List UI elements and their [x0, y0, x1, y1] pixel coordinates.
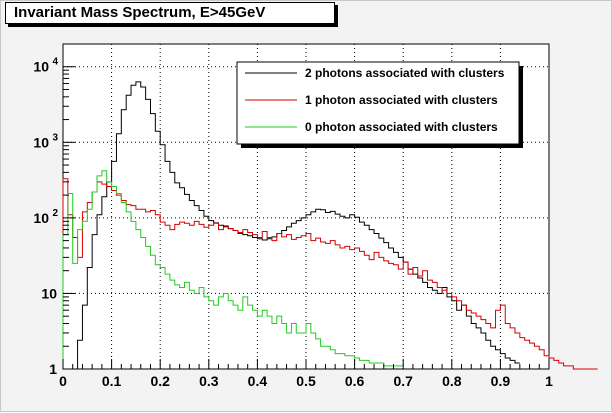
- y-tick-label: 10: [33, 59, 49, 75]
- legend-label-2: 0 photon associated with clusters: [305, 120, 498, 134]
- y-tick-label: 10: [41, 285, 57, 301]
- x-tick-label: 1: [545, 373, 553, 389]
- x-tick-label: 0.1: [102, 373, 122, 389]
- y-tick-label: 10: [33, 134, 49, 150]
- series-line-1: [62, 178, 598, 370]
- x-tick-label: 0: [59, 373, 67, 389]
- series-layer: [62, 81, 598, 370]
- y-tick-exponent: 2: [52, 208, 58, 219]
- chart-title: Invariant Mass Spectrum, E>45GeV: [5, 2, 335, 24]
- y-tick-exponent: 4: [52, 57, 58, 68]
- x-tick-label: 0.9: [491, 373, 511, 389]
- x-tick-label: 0.6: [345, 373, 365, 389]
- x-tick-label: 0.8: [442, 373, 462, 389]
- y-tick-label: 10: [33, 210, 49, 226]
- legend-label-0: 2 photons associated with clusters: [305, 66, 505, 80]
- legend: 2 photons associated with clusters 1 phot…: [236, 61, 523, 148]
- x-tick-label: 0.3: [199, 373, 219, 389]
- y-tick-exponent: 3: [52, 132, 58, 143]
- x-tick-label: 0.4: [248, 373, 268, 389]
- legend-label-1: 1 photon associated with clusters: [305, 93, 498, 107]
- x-tick-label: 0.2: [150, 373, 170, 389]
- x-tick-label: 0.7: [393, 373, 413, 389]
- legend-box: [236, 61, 520, 145]
- series-line-0: [77, 81, 520, 369]
- grid: [63, 44, 549, 369]
- x-tick-label: 0.5: [296, 373, 316, 389]
- y-tick-label: 1: [49, 361, 57, 377]
- series-line-2: [62, 170, 404, 369]
